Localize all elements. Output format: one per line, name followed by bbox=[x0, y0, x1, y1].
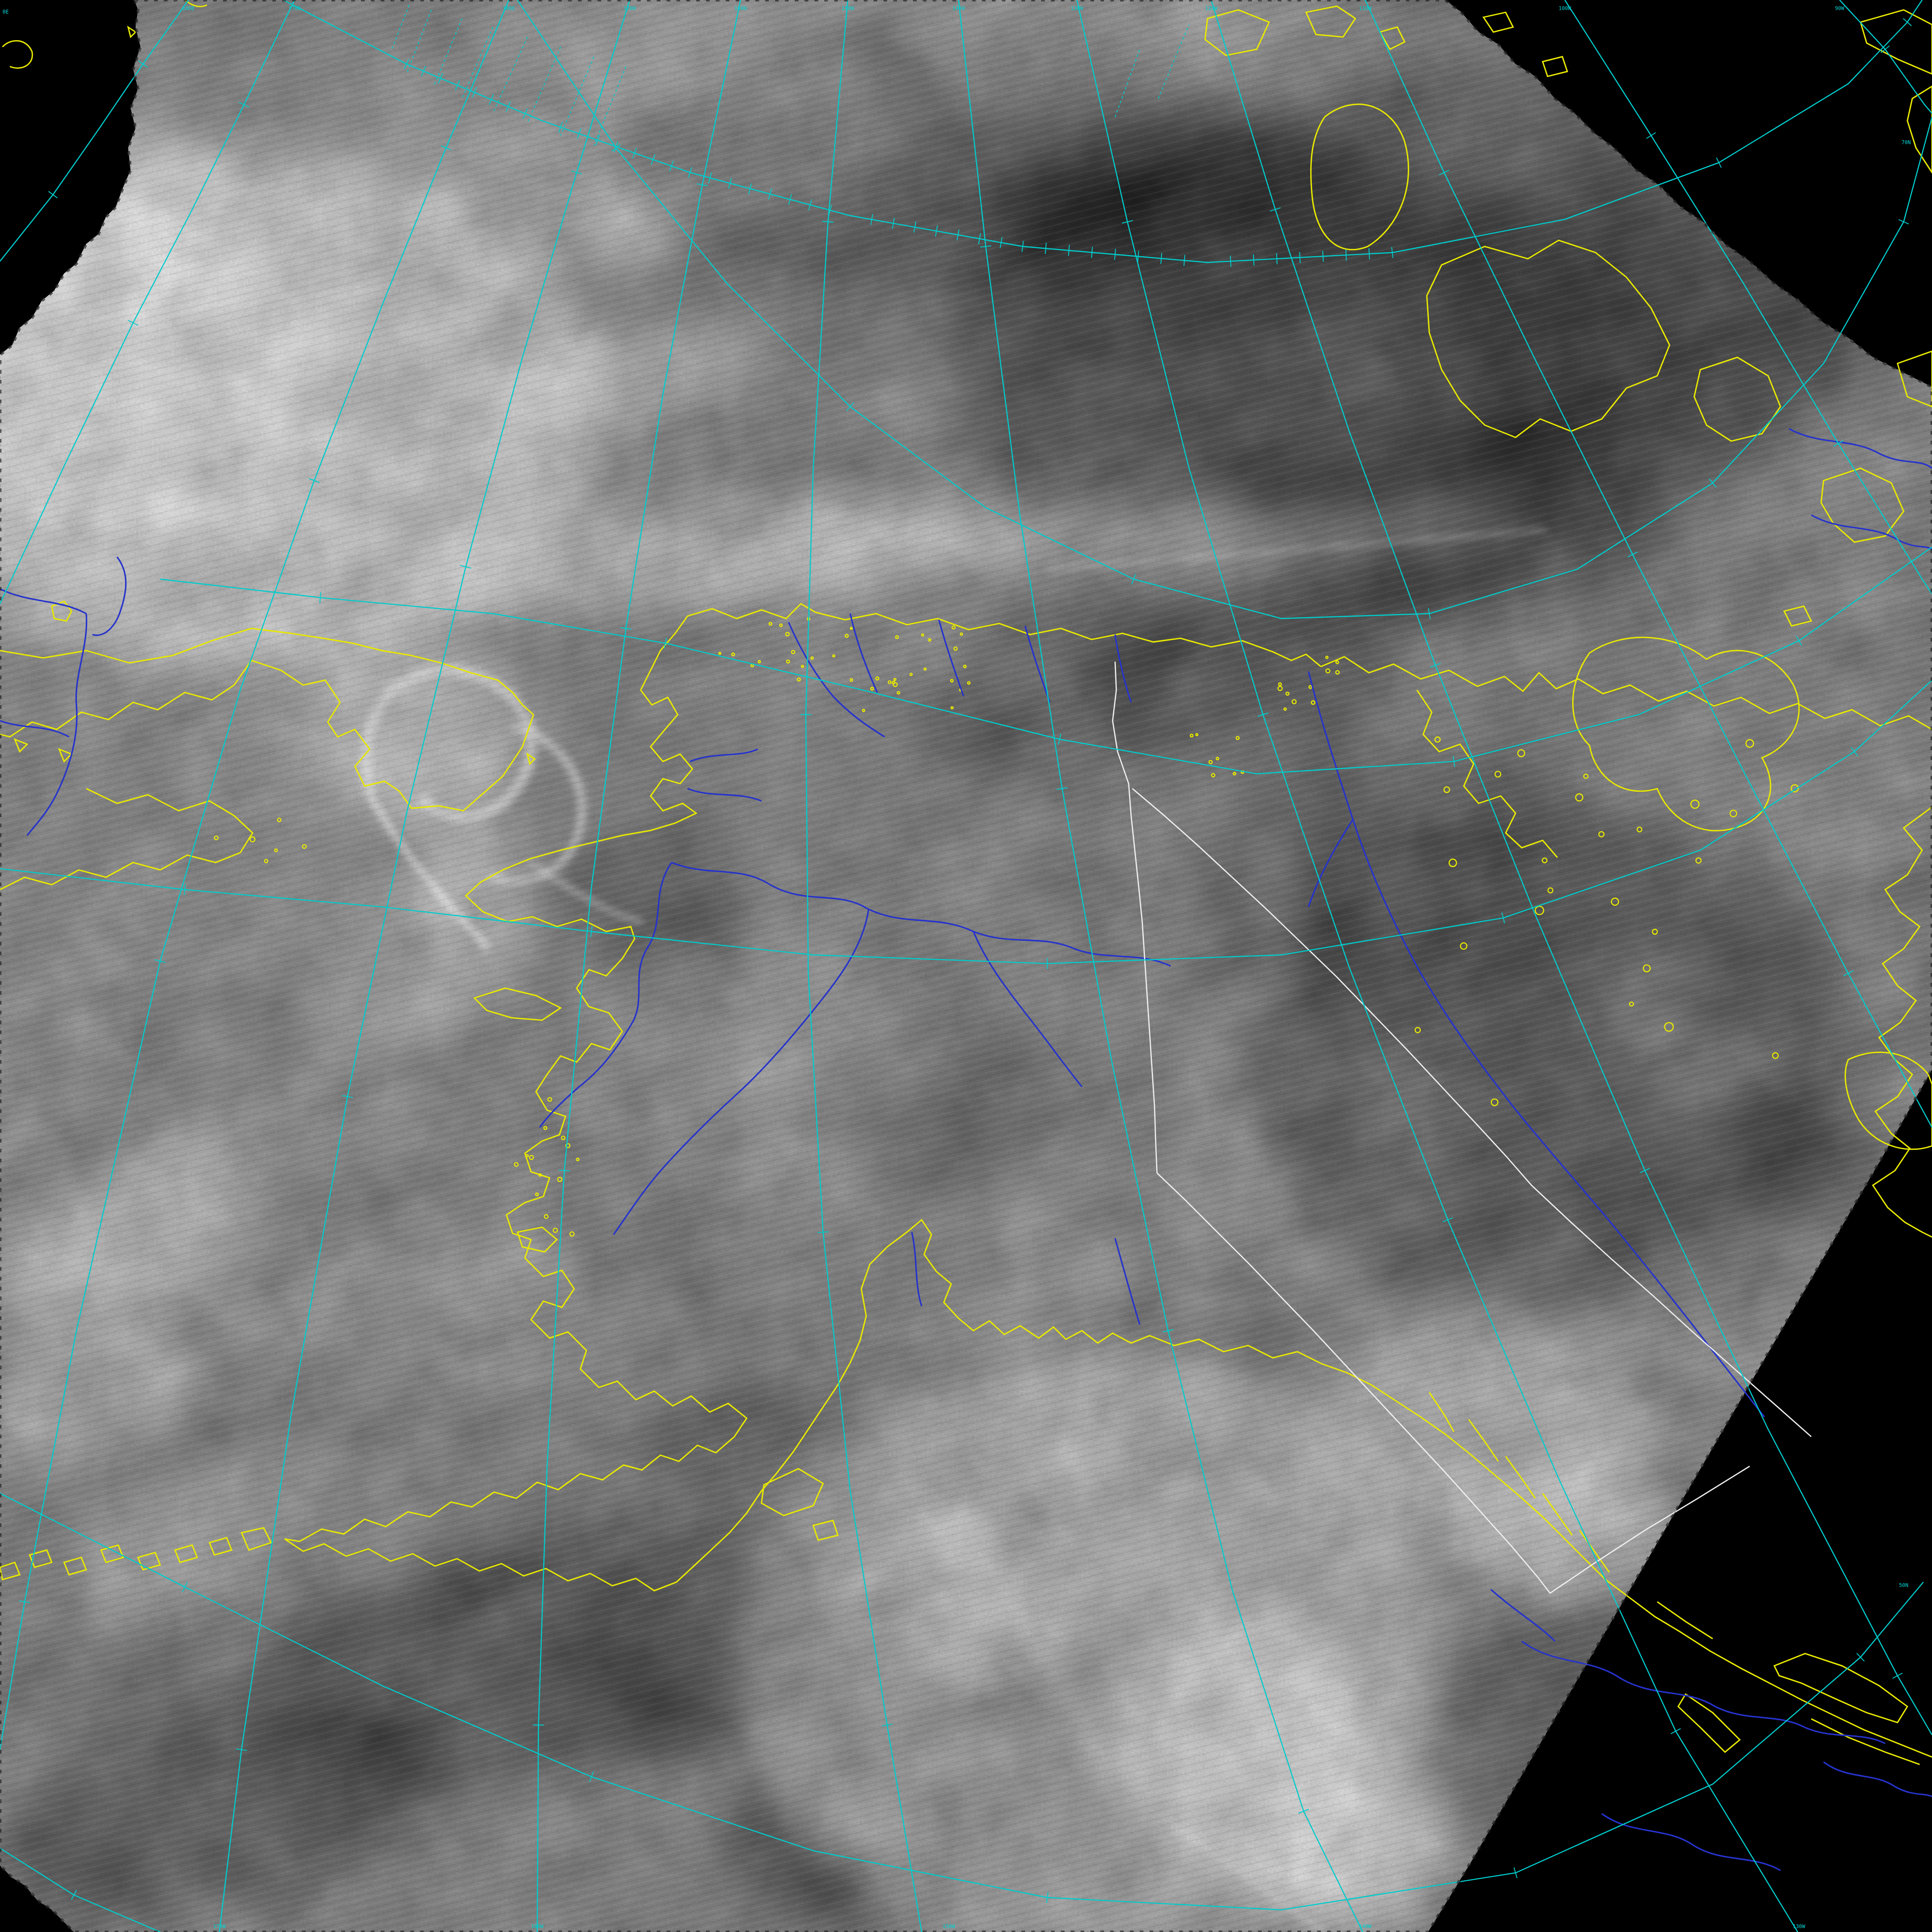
graticule-label: 90W bbox=[1835, 5, 1845, 11]
graticule-label: 160E bbox=[182, 5, 195, 11]
graticule-label: 160W bbox=[734, 5, 747, 11]
graticule-label: 100W bbox=[1559, 5, 1571, 11]
graticule-label: 160W bbox=[531, 1923, 544, 1929]
graticule-label: 140W bbox=[952, 5, 965, 11]
graticule-label: 110W bbox=[1359, 5, 1372, 11]
graticule-label: 170W bbox=[623, 5, 636, 11]
graticule-label: 70N bbox=[1901, 139, 1911, 145]
graticule-label: 140W bbox=[1359, 1923, 1372, 1929]
parallel-tick bbox=[1369, 248, 1370, 260]
parallel-tick bbox=[1346, 250, 1347, 261]
parallel-tick bbox=[1299, 252, 1300, 263]
graticule-label: 170W bbox=[213, 1923, 226, 1929]
graticule-label: 150W bbox=[942, 1923, 955, 1929]
graticule-label: 130W bbox=[1793, 1923, 1806, 1929]
graticule-label: 0E bbox=[2, 9, 9, 15]
graticule-label: 130W bbox=[1071, 5, 1083, 11]
graticule-label: 120W bbox=[1205, 5, 1218, 11]
satellite-map-image: 0E 160E 170E 180E 170W 160W 150W 140W 130W 120W 11… bbox=[0, 0, 1932, 1932]
graticule-label: 180E bbox=[503, 5, 515, 11]
graticule-label: 170E bbox=[288, 5, 301, 11]
satellite-image-viewport: 0E 160E 170E 180E 170W 160W 150W 140W 130W 120W 11… bbox=[0, 0, 1932, 1932]
graticule-label: 150W bbox=[842, 5, 854, 11]
parallel-tick bbox=[1253, 255, 1254, 266]
parallel-tick bbox=[1230, 256, 1231, 267]
graticule-label: 50N bbox=[1899, 1582, 1908, 1588]
